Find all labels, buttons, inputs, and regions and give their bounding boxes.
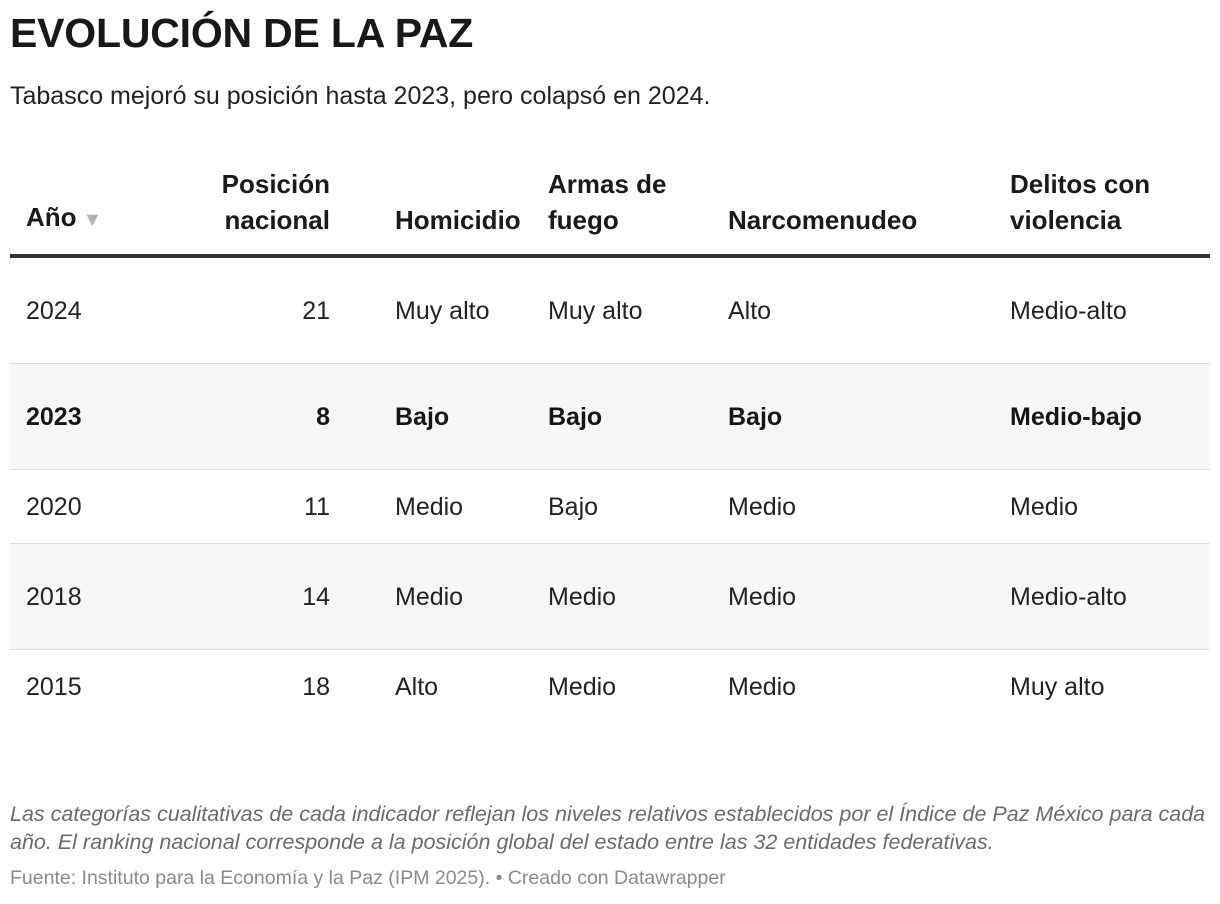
column-header-year[interactable]: Año ▼ <box>10 166 190 258</box>
cell-delitos: Medio <box>1010 469 1210 544</box>
column-header-label: Año <box>26 202 77 232</box>
table-row: 2015 18 Alto Medio Medio Muy alto <box>10 650 1210 724</box>
cell-position: 11 <box>190 469 338 544</box>
table-row: 2020 11 Medio Bajo Medio Medio <box>10 469 1210 544</box>
column-header-label: Posición nacional <box>221 169 330 235</box>
column-header-label: Delitos con violencia <box>1010 169 1151 235</box>
cell-narcomenudeo: Medio <box>728 469 1010 544</box>
cell-armas: Muy alto <box>548 256 728 364</box>
cell-narcomenudeo: Medio <box>728 672 797 701</box>
cell-homicidio: Bajo <box>338 363 548 470</box>
column-header-position[interactable]: Posición nacional <box>190 166 338 258</box>
column-header-homicidio[interactable]: Homicidio <box>338 166 548 258</box>
cell-year: 2018 <box>10 543 190 650</box>
cell-delitos: Muy alto <box>1010 672 1105 701</box>
cell-narcomenudeo: Bajo <box>728 363 1010 470</box>
cell-homicidio: Alto <box>395 672 439 701</box>
cell-armas: Bajo <box>548 363 728 470</box>
cell-armas: Medio <box>548 543 728 650</box>
table-row: 2023 8 Bajo Bajo Bajo Medio-bajo <box>10 363 1210 470</box>
table-row: 2018 14 Medio Medio Medio Medio-alto <box>10 543 1210 650</box>
cell-position: 18 <box>302 672 330 701</box>
column-header-label: Armas de fuego <box>548 169 667 235</box>
sort-down-triangle-icon[interactable]: ▼ <box>82 209 103 231</box>
chart-subtitle: Tabasco mejoró su posición hasta 2023, p… <box>10 82 711 110</box>
cell-year: 2015 <box>26 672 82 701</box>
cell-narcomenudeo: Medio <box>728 543 1010 650</box>
column-header-label: Homicidio <box>395 205 521 235</box>
data-table: Año ▼ Posición nacional Homicidio Armas d… <box>10 166 1210 723</box>
cell-position: 21 <box>190 256 338 364</box>
cell-delitos: Medio-alto <box>1010 256 1210 364</box>
cell-year: 2024 <box>10 256 190 364</box>
chart-title: EVOLUCIÓN DE LA PAZ <box>10 10 474 56</box>
cell-armas: Medio <box>548 672 617 701</box>
cell-narcomenudeo: Alto <box>728 256 1010 364</box>
cell-year: 2023 <box>10 363 190 470</box>
cell-homicidio: Medio <box>338 469 548 544</box>
chart-notes: Las categorías cualitativas de cada indi… <box>10 802 1206 854</box>
column-header-label: Narcomenudeo <box>728 205 918 235</box>
cell-homicidio: Muy alto <box>338 256 548 364</box>
table-header-row: Año ▼ Posición nacional Homicidio Armas d… <box>10 166 1210 258</box>
source-credit: Fuente: Instituto para la Economía y la … <box>10 867 726 889</box>
column-header-narcomenudeo[interactable]: Narcomenudeo <box>728 166 1010 258</box>
column-header-delitos[interactable]: Delitos con violencia <box>1010 166 1210 258</box>
cell-delitos: Medio-bajo <box>1010 363 1210 470</box>
table-row: 2024 21 Muy alto Muy alto Alto Medio-alt… <box>10 256 1210 364</box>
cell-year: 2020 <box>10 469 190 544</box>
cell-homicidio: Medio <box>338 543 548 650</box>
cell-delitos: Medio-alto <box>1010 543 1210 650</box>
cell-armas: Bajo <box>548 469 728 544</box>
cell-position: 8 <box>190 363 338 470</box>
column-header-armas[interactable]: Armas de fuego <box>548 166 728 258</box>
cell-position: 14 <box>190 543 338 650</box>
